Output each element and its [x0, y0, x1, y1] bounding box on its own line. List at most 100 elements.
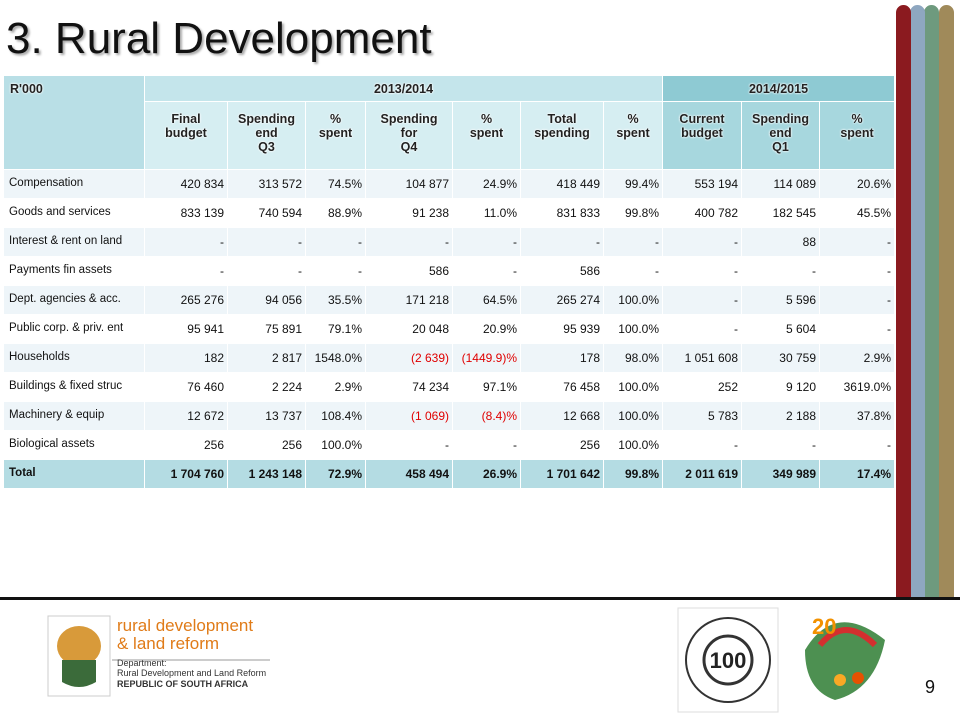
cell-value: - — [513, 235, 517, 249]
value-cell: 265 274 — [521, 286, 604, 315]
value-cell: (8.4)% — [453, 402, 521, 431]
column-header-line: spent — [616, 126, 650, 140]
cell-value: 12 668 — [563, 409, 600, 423]
cell-value: 95 941 — [187, 322, 224, 336]
value-cell: 24.9% — [453, 170, 521, 199]
column-header-line: spent — [469, 126, 504, 140]
value-cell: 9 120 — [742, 373, 820, 402]
group-label: 2014/2015 — [748, 82, 809, 96]
freedom-emblem-figure — [852, 672, 864, 684]
cell-value: 11.0% — [483, 206, 517, 220]
value-cell: 17.4% — [820, 460, 895, 489]
value-cell: 5 783 — [663, 402, 742, 431]
cell-value: 99.4% — [624, 177, 659, 191]
value-cell: 95 939 — [521, 315, 604, 344]
cell-value: 1 051 608 — [684, 351, 738, 365]
cell-value: 171 218 — [405, 293, 449, 307]
value-cell: 100.0% — [604, 315, 663, 344]
value-cell: - — [820, 431, 895, 460]
cell-value: 265 274 — [556, 293, 600, 307]
value-cell: 833 139 — [145, 199, 228, 228]
value-cell: 94 056 — [228, 286, 306, 315]
accent-bar — [910, 5, 925, 600]
row-label: Total — [9, 467, 36, 479]
cell-value: - — [812, 438, 816, 452]
cell-value: 104 877 — [405, 177, 449, 191]
cell-value: 586 — [579, 264, 600, 278]
cell-value: 79.1% — [327, 322, 362, 336]
brand-line: & land reform — [117, 634, 219, 653]
value-cell: 100.0% — [604, 402, 663, 431]
cell-value: - — [513, 264, 517, 278]
cell-value: 75 891 — [265, 322, 302, 336]
value-cell: 108.4% — [306, 402, 366, 431]
cell-value: - — [298, 235, 302, 249]
cell-value: - — [358, 264, 362, 278]
value-cell: 11.0% — [453, 199, 521, 228]
value-cell: - — [145, 257, 228, 286]
value-cell: 182 — [145, 344, 228, 373]
row-label-cell: Total — [4, 460, 145, 489]
cell-value: 30 759 — [779, 351, 816, 365]
cell-value: 98.0% — [624, 351, 659, 365]
cell-value: 740 594 — [258, 206, 302, 220]
cell-value: (2 639) — [410, 351, 449, 365]
value-cell: 256 — [145, 431, 228, 460]
cell-value: 2 817 — [271, 351, 302, 365]
column-header-line: budget — [681, 126, 723, 140]
value-cell: 265 276 — [145, 286, 228, 315]
row-label: Buildings & fixed struc — [9, 380, 123, 392]
cell-value: 458 494 — [405, 467, 449, 481]
column-header-line: Total — [547, 112, 577, 126]
row-label-cell: Buildings & fixed struc — [4, 373, 145, 402]
cell-value: 100.0% — [618, 322, 659, 336]
cell-value: - — [655, 235, 659, 249]
value-cell: - — [604, 257, 663, 286]
value-cell: 20.6% — [820, 170, 895, 199]
cell-value: 26.9% — [482, 467, 517, 481]
column-header-line: Spending — [380, 112, 438, 126]
column-header-line: for — [400, 126, 418, 140]
value-cell: 104 877 — [366, 170, 453, 199]
cell-value: 831 833 — [556, 206, 600, 220]
value-cell: 553 194 — [663, 170, 742, 199]
value-cell: 2 188 — [742, 402, 820, 431]
cell-value: 20.9% — [482, 322, 517, 336]
value-cell: - — [604, 228, 663, 257]
value-cell: 72.9% — [306, 460, 366, 489]
value-cell: - — [366, 431, 453, 460]
value-cell: 99.8% — [604, 460, 663, 489]
column-header-line: % — [329, 112, 342, 126]
row-label: Goods and services — [9, 206, 111, 218]
value-cell: - — [820, 286, 895, 315]
cell-value: 256 — [203, 438, 224, 452]
centenary-ring — [685, 617, 771, 703]
cell-value: - — [734, 438, 738, 452]
cell-value: 20.6% — [856, 177, 891, 191]
value-cell: 12 668 — [521, 402, 604, 431]
cell-value: 114 089 — [773, 177, 817, 191]
cell-value: 2.9% — [863, 351, 891, 365]
value-cell: - — [306, 228, 366, 257]
freedom-emblem-flag — [817, 627, 878, 648]
cell-value: - — [513, 438, 517, 452]
value-cell: 97.1% — [453, 373, 521, 402]
value-cell: - — [663, 315, 742, 344]
value-cell: 26.9% — [453, 460, 521, 489]
cell-value: 1 701 642 — [546, 467, 600, 481]
column-header: % spent — [604, 102, 663, 170]
value-cell: (2 639) — [366, 344, 453, 373]
value-cell: 1 243 148 — [228, 460, 306, 489]
cell-value: - — [887, 293, 891, 307]
cell-value: - — [887, 235, 891, 249]
cell-value: (1449.9)% — [461, 351, 517, 365]
department-label: Department: — [117, 658, 167, 668]
column-header-line: Q3 — [258, 140, 275, 154]
cell-value: 88.9% — [327, 206, 362, 220]
value-cell: 458 494 — [366, 460, 453, 489]
cell-value: 2 188 — [785, 409, 816, 423]
value-cell: - — [228, 257, 306, 286]
centenary-number: 100 — [710, 648, 747, 673]
value-cell: 400 782 — [663, 199, 742, 228]
cell-value: - — [220, 264, 224, 278]
